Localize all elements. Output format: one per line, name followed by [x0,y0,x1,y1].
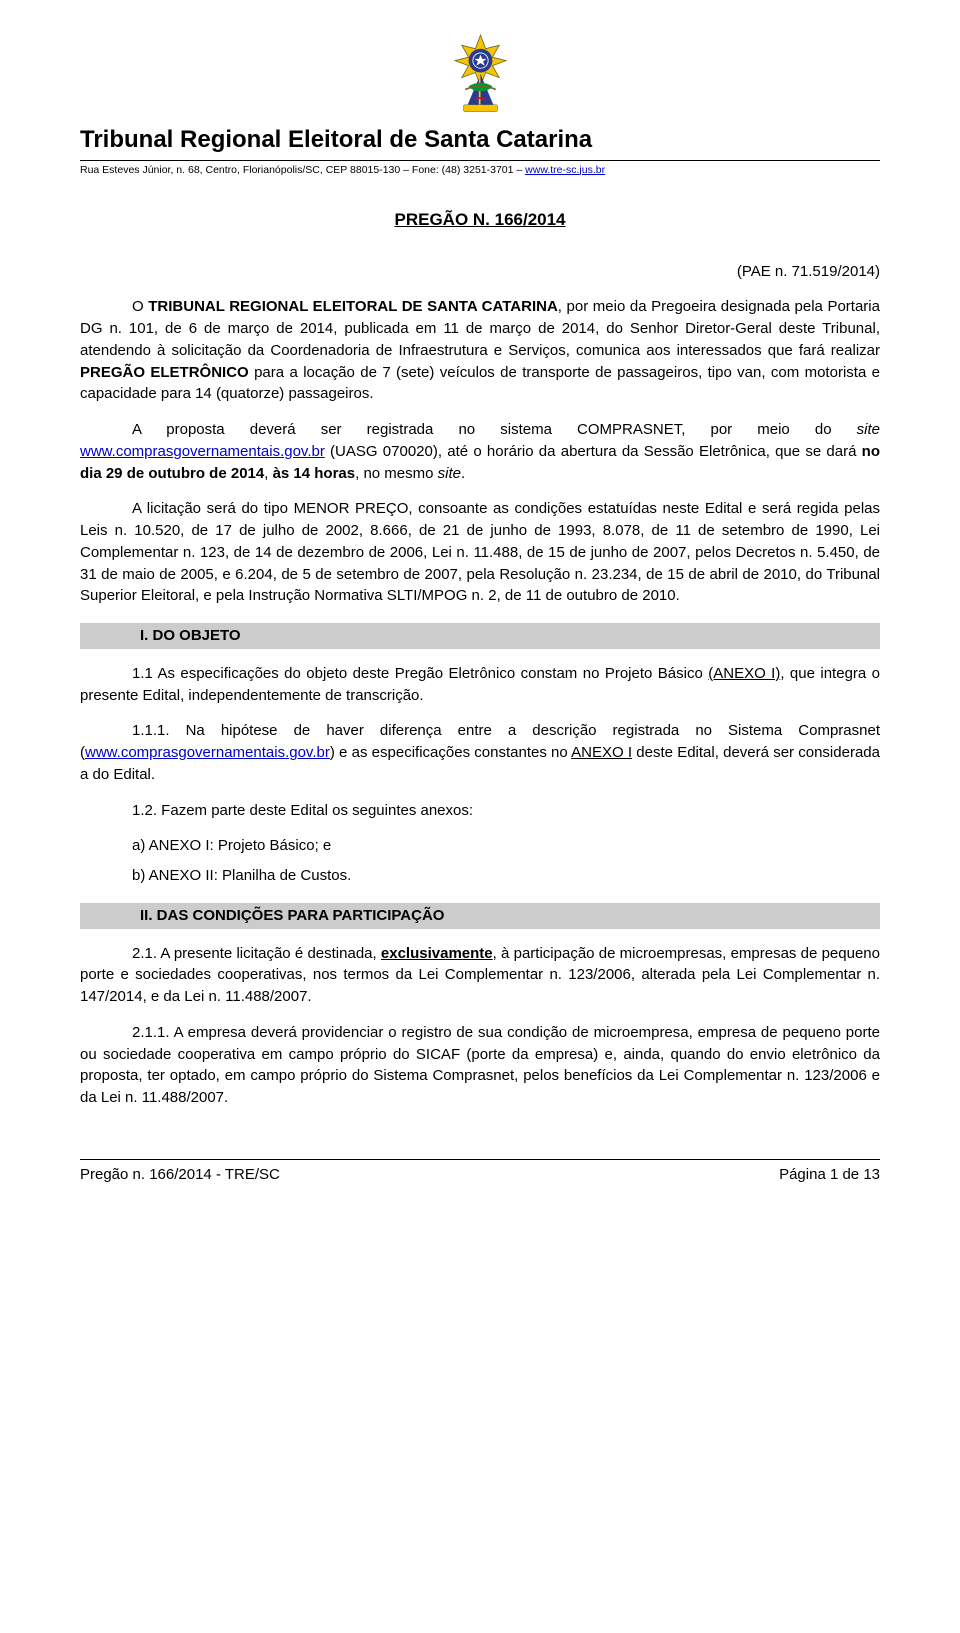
s1-p3: 1.2. Fazem parte deste Edital os seguint… [80,800,880,822]
p2-e: , no mesmo [355,465,438,482]
s1-p1: 1.1 As especificações do objeto deste Pr… [80,663,880,707]
s1p1-a: 1.1 As especificações do objeto deste Pr… [132,665,708,682]
s1-list-a: a) ANEXO I: Projeto Básico; e [80,835,880,857]
national-emblem [80,30,880,115]
page-footer: Pregão n. 166/2014 - TRE/SC Página 1 de … [80,1159,880,1186]
intro-paragraph-1: O TRIBUNAL REGIONAL ELEITORAL DE SANTA C… [80,296,880,405]
s1p2-link[interactable]: www.comprasgovernamentais.gov.br [85,744,330,761]
footer-right: Página 1 de 13 [779,1164,880,1186]
s2p1-u: exclusivamente [381,945,493,962]
s1p3-text: 1.2. Fazem parte deste Edital os seguint… [132,802,473,819]
p2-link1[interactable]: www.comprasgovernamentais.gov.br [80,443,325,460]
org-title: Tribunal Regional Eleitoral de Santa Cat… [80,123,880,158]
s1p1-u: (ANEXO I) [708,665,780,682]
intro-paragraph-3: A licitação será do tipo MENOR PREÇO, co… [80,498,880,607]
address-text: Rua Esteves Júnior, n. 68, Centro, Flori… [80,164,525,176]
p2-a: A proposta deverá ser registrada no sist… [132,421,857,438]
section-2-header: II. DAS CONDIÇÕES PARA PARTICIPAÇÃO [80,903,880,929]
p1-b: TRIBUNAL REGIONAL ELEITORAL DE SANTA CAT… [148,298,558,315]
s1-p2: 1.1.1. Na hipótese de haver diferença en… [80,720,880,785]
p2-c: (UASG 070020), até o horário da abertura… [325,443,862,460]
address-line: Rua Esteves Júnior, n. 68, Centro, Flori… [80,163,880,178]
p2-site2: site [438,465,461,482]
p2-d: , [264,465,272,482]
s2p2-text: 2.1.1. A empresa deverá providenciar o r… [80,1024,880,1106]
p2-bold2: às 14 horas [273,465,356,482]
s2-p1: 2.1. A presente licitação é destinada, e… [80,943,880,1008]
p3-text: A licitação será do tipo MENOR PREÇO, co… [80,500,880,604]
p1-d: PREGÃO ELETRÔNICO [80,364,249,381]
pae-reference: (PAE n. 71.519/2014) [80,261,880,283]
p2-f: . [461,465,465,482]
p1-a: O [132,298,148,315]
s2p1-a: 2.1. A presente licitação é destinada, [132,945,381,962]
document-code: PREGÃO N. 166/2014 [80,208,880,233]
footer-left: Pregão n. 166/2014 - TRE/SC [80,1164,280,1186]
intro-paragraph-2: A proposta deverá ser registrada no sist… [80,419,880,484]
section-1-header: I. DO OBJETO [80,623,880,649]
address-link[interactable]: www.tre-sc.jus.br [525,164,605,176]
emblem-svg [438,30,523,115]
header-divider [80,160,880,161]
p2-site1: site [857,421,880,438]
s2-p2: 2.1.1. A empresa deverá providenciar o r… [80,1022,880,1109]
s1p2-u: ANEXO I [571,744,632,761]
s1-list-b: b) ANEXO II: Planilha de Custos. [80,865,880,887]
s1p2-b: ) e as especificações constantes no [330,744,571,761]
